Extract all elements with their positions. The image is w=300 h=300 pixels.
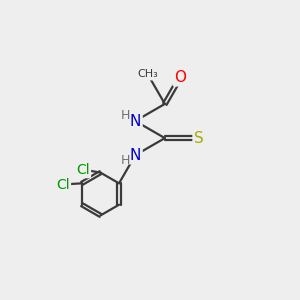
Text: CH₃: CH₃ (137, 69, 158, 79)
Text: N: N (130, 113, 141, 128)
Text: N: N (130, 148, 141, 163)
Text: H: H (121, 109, 130, 122)
Text: Cl: Cl (76, 163, 89, 177)
Text: S: S (194, 130, 204, 146)
Text: Cl: Cl (56, 178, 70, 192)
Text: H: H (121, 154, 130, 167)
Text: O: O (174, 70, 186, 85)
